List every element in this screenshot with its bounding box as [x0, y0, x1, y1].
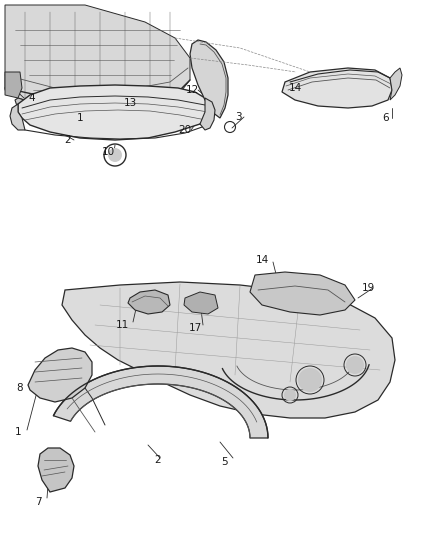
Polygon shape	[128, 290, 170, 314]
Text: 6: 6	[383, 113, 389, 123]
Polygon shape	[53, 366, 268, 438]
Text: 3: 3	[235, 112, 241, 122]
Text: 12: 12	[185, 85, 198, 95]
Text: 1: 1	[15, 427, 21, 437]
Polygon shape	[28, 348, 92, 402]
Polygon shape	[190, 40, 228, 118]
Text: 8: 8	[17, 383, 23, 393]
Text: 5: 5	[222, 457, 228, 467]
Polygon shape	[282, 68, 392, 108]
Circle shape	[284, 389, 296, 401]
Polygon shape	[62, 282, 395, 418]
Text: 11: 11	[115, 320, 129, 330]
Circle shape	[298, 368, 322, 392]
Text: 1: 1	[77, 113, 83, 123]
Text: 4: 4	[28, 93, 35, 103]
Circle shape	[346, 356, 364, 374]
Text: 19: 19	[361, 283, 374, 293]
Polygon shape	[18, 85, 210, 140]
Polygon shape	[10, 104, 25, 130]
Polygon shape	[184, 292, 218, 314]
Text: 7: 7	[35, 497, 41, 507]
Text: 14: 14	[288, 83, 302, 93]
Circle shape	[108, 148, 122, 162]
Polygon shape	[5, 5, 190, 112]
Text: 20: 20	[178, 125, 191, 135]
Polygon shape	[38, 448, 74, 492]
Polygon shape	[200, 98, 215, 130]
Polygon shape	[5, 72, 22, 98]
Text: 14: 14	[255, 255, 268, 265]
Polygon shape	[15, 95, 185, 130]
Text: 2: 2	[65, 135, 71, 145]
Polygon shape	[390, 68, 402, 100]
Text: 10: 10	[102, 147, 115, 157]
Text: 17: 17	[188, 323, 201, 333]
Text: 2: 2	[155, 455, 161, 465]
Polygon shape	[250, 272, 355, 315]
Text: 13: 13	[124, 98, 137, 108]
